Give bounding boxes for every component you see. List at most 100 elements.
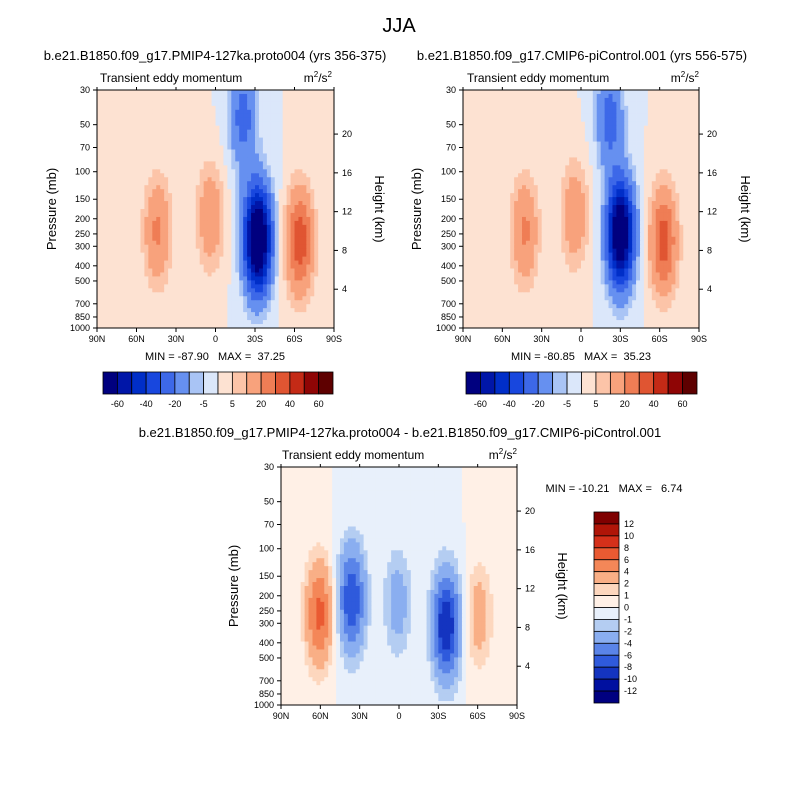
heatmap-cell [128,256,133,261]
y-tick-label: 1000 [70,323,90,333]
heatmap-cell [191,153,197,158]
heatmap-cell [506,173,511,178]
heatmap-cell [632,125,637,131]
heatmap-cell [136,205,141,210]
heatmap-cell [588,169,594,174]
heatmap-cell [679,109,684,115]
heatmap-cell [255,141,260,146]
heatmap-cell [191,205,197,210]
heatmap-cell [298,189,303,194]
heatmap-cell [183,284,189,289]
heatmap-cell [266,153,272,158]
heatmap-cell [262,157,268,162]
heatmap-cell [298,93,303,99]
heatmap-cell [120,284,126,289]
heatmap-cell [314,228,319,234]
heatmap-cell [278,177,284,182]
heatmap-cell [510,90,515,95]
heatmap-cell [255,105,260,111]
heatmap-cell [247,248,252,254]
heatmap-cell [647,97,653,103]
heatmap-cell [533,165,539,170]
heatmap-cell [643,109,649,115]
heatmap-cell [120,129,126,135]
heatmap-cell [227,252,232,257]
heatmap-cell [108,224,114,230]
heatmap-cell [647,165,653,170]
heatmap-cell [294,93,299,99]
heatmap-cell [270,288,276,293]
heatmap-cell [596,113,602,119]
heatmap-cell [270,276,276,281]
heatmap-cell [541,125,546,131]
heatmap-cell [156,129,161,135]
heatmap-cell [286,141,291,146]
heatmap-cell [470,109,476,115]
heatmap-cell [294,236,299,242]
heatmap-cell [482,133,487,138]
heatmap-cell [160,93,165,99]
heatmap-cell [557,113,562,119]
heatmap-cell [148,252,153,257]
heatmap-cell [195,312,201,317]
heatmap-cell [518,129,523,135]
heatmap-cell [306,260,311,265]
heatmap-cell [203,153,208,158]
heatmap-cell [100,137,106,142]
heatmap-cell [663,101,668,107]
heatmap-cell [537,149,543,154]
heatmap-cell [187,169,193,174]
heatmap-cell [168,157,173,162]
heatmap-cell [274,129,280,135]
heatmap-cell [274,97,280,103]
heatmap-cell [176,165,181,170]
heatmap-cell [294,212,299,218]
heatmap-cell [128,113,133,119]
heatmap-cell [298,220,303,226]
heatmap-cell [490,105,495,111]
heatmap-cell [108,173,114,178]
heatmap-cell [679,153,684,158]
heatmap-cell [577,125,582,131]
heatmap-cell [651,161,657,166]
heatmap-cell [584,101,590,107]
heatmap-cell [266,308,272,313]
heatmap-cell [104,236,110,242]
heatmap-cell [104,224,110,230]
heatmap-cell [525,125,531,131]
heatmap-cell [120,90,126,95]
heatmap-cell [573,90,578,95]
heatmap-cell [211,181,216,186]
heatmap-cell [235,133,240,138]
heatmap-cell [314,240,319,246]
heatmap-cell [112,220,118,226]
heatmap-cell [278,169,284,174]
heatmap-cell [533,145,539,150]
heatmap-cell [620,125,625,131]
heatmap-cell [219,228,224,234]
heatmap-cell [183,141,189,146]
heatmap-cell [322,272,327,277]
heatmap-cell [235,197,240,202]
heatmap-cell [278,101,284,107]
heatmap-cell [675,97,680,103]
heatmap-cell [569,90,574,95]
heatmap-cell [179,276,185,281]
heatmap-cell [140,232,145,238]
heatmap-cell [112,292,118,297]
heatmap-cell [100,133,106,138]
heatmap-cell [466,113,472,119]
heatmap-cell [322,101,327,107]
heatmap-cell [322,216,327,222]
heatmap-cell [683,117,688,123]
heatmap-cell [235,121,240,127]
heatmap-cell [592,173,598,178]
heatmap-cell [112,300,118,305]
heatmap-cell [553,141,558,146]
heatmap-cell [172,292,177,297]
heatmap-cell [502,173,507,178]
heatmap-cell [592,157,598,162]
heatmap-cell [529,113,535,119]
heatmap-cell [120,133,126,138]
heatmap-cell [112,137,118,142]
